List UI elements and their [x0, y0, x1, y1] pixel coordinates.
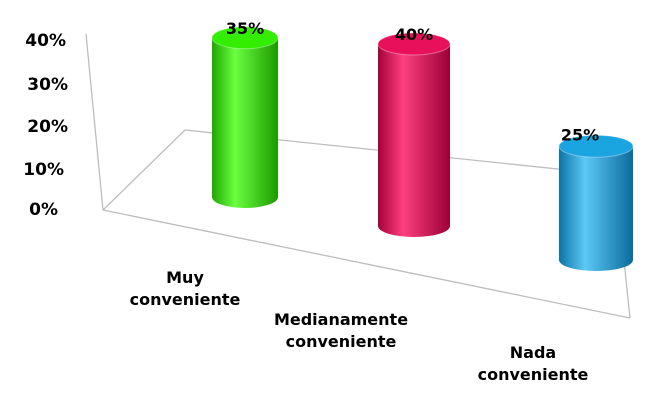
data-label: 25% [561, 125, 599, 144]
data-label: 35% [226, 19, 264, 38]
cylinder-top [377, 32, 451, 56]
y-tick-label: 10% [23, 160, 64, 180]
y-tick-label: 0% [29, 200, 58, 220]
category-label: Medianamente conveniente [274, 310, 408, 351]
data-label: 40% [395, 25, 433, 44]
cylinder-body [378, 44, 450, 237]
y-tick-label: 30% [27, 75, 68, 95]
bars [211, 26, 634, 271]
cylinder-top [211, 26, 279, 50]
cylinder-bar [211, 26, 279, 208]
category-label: Nada conveniente [478, 343, 589, 384]
category-label-line: conveniente [130, 290, 241, 309]
y-tick-label: 40% [25, 31, 66, 51]
category-label-line: Medianamente [274, 310, 408, 329]
cylinder-body [559, 146, 633, 271]
cylinder-bar [377, 32, 451, 237]
y-tick-label: 20% [27, 117, 68, 137]
floor-left-edge [102, 129, 186, 211]
y-axis-ticks: 0% 10% 20% 30% 40% [23, 31, 68, 220]
cylinder-bar [558, 134, 634, 271]
back-wall-vertical-edge [85, 33, 104, 211]
floor-front-edge [102, 209, 631, 319]
category-label-line: Muy [166, 268, 204, 287]
category-label: Muy conveniente [130, 268, 241, 309]
category-label-line: conveniente [286, 332, 397, 351]
category-label-line: Nada [510, 343, 556, 362]
cylinder-body [212, 37, 278, 208]
category-label-line: conveniente [478, 365, 589, 384]
cylinder-top [558, 134, 634, 158]
data-labels: 35% 40% 25% [226, 19, 599, 145]
